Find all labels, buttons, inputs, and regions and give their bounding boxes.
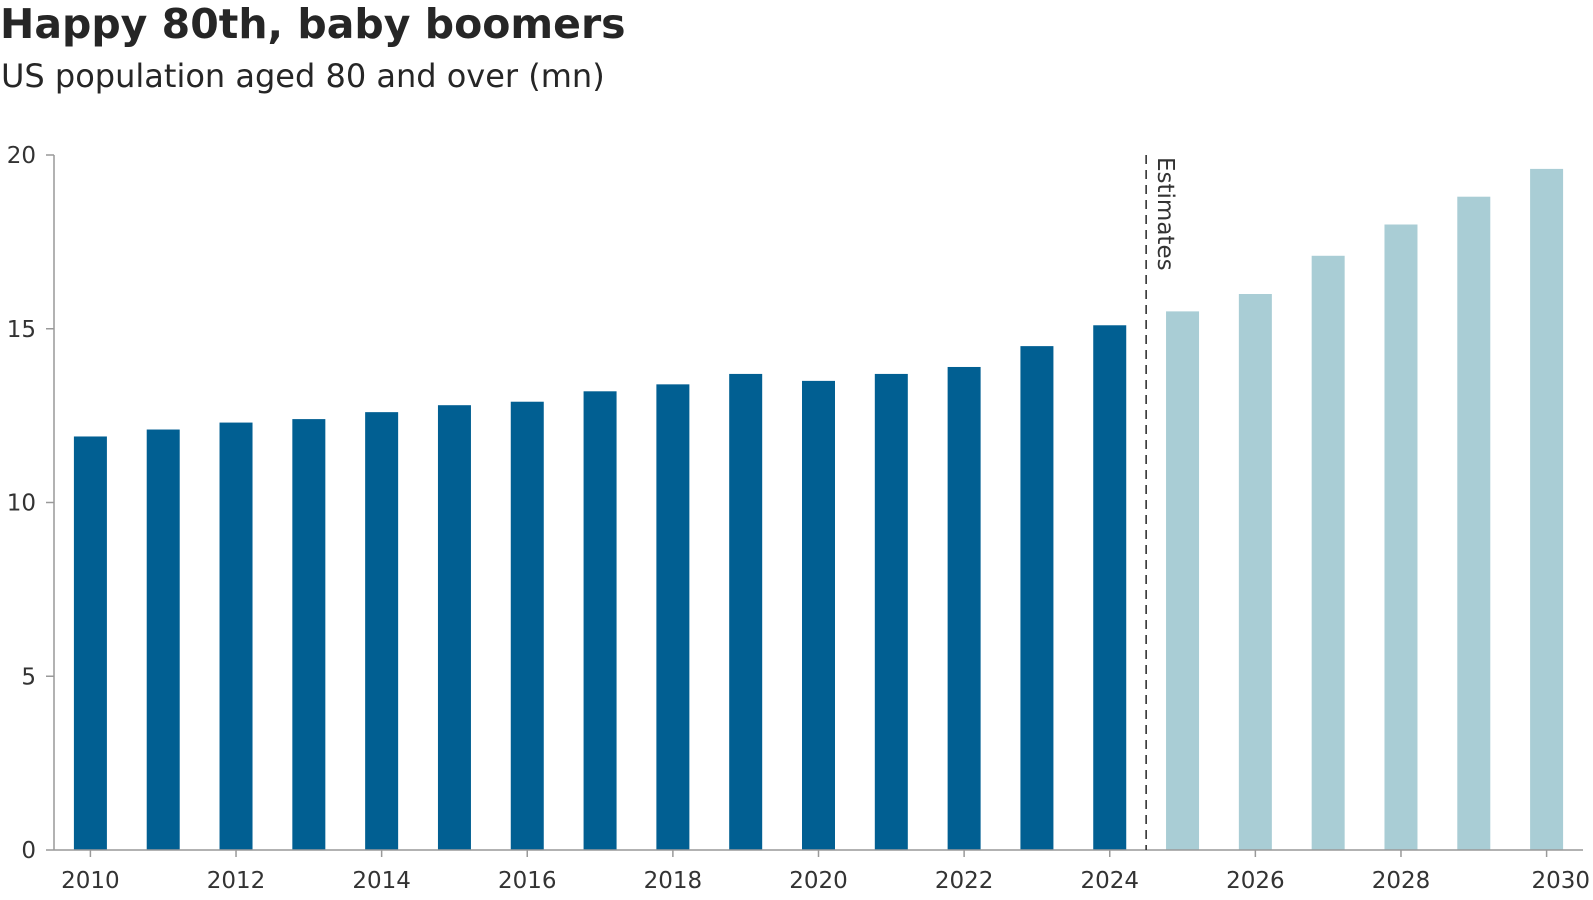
bar-estimate-2025 [1166, 311, 1200, 850]
bar-2014 [365, 412, 399, 850]
bar-2012 [219, 422, 253, 850]
y-tick-label: 5 [21, 664, 36, 690]
x-tick-label: 2026 [1226, 868, 1285, 894]
x-tick-label: 2014 [352, 868, 411, 894]
bar-2022 [947, 366, 981, 850]
bar-2021 [874, 373, 908, 850]
bar-estimate-2030 [1530, 168, 1564, 850]
y-tick-label: 20 [7, 143, 36, 169]
bar-2013 [292, 419, 326, 850]
bar-estimate-2027 [1311, 255, 1345, 850]
bar-2023 [1020, 346, 1054, 850]
x-tick-label: 2010 [61, 868, 120, 894]
x-tick-label: 2024 [1080, 868, 1139, 894]
x-tick-label: 2022 [935, 868, 994, 894]
y-tick-label: 0 [21, 838, 36, 864]
chart-subtitle: US population aged 80 and over (mn) [1, 57, 605, 95]
bar-2011 [146, 429, 180, 850]
x-tick-label: 2030 [1531, 868, 1590, 894]
bar-estimate-2029 [1457, 196, 1491, 850]
bar-estimate-2026 [1238, 294, 1272, 850]
y-tick-label: 15 [7, 317, 36, 343]
estimates-label: Estimates [1152, 157, 1178, 271]
x-axis: 2010 2012 2014 2016 2018 2020 2022 2024 2026 2028… [54, 849, 1590, 894]
bar-estimate-2028 [1384, 224, 1418, 850]
bar-2015 [437, 405, 471, 850]
x-tick-label: 2012 [207, 868, 266, 894]
x-tick-label: 2018 [644, 868, 703, 894]
bar-2024 [1093, 325, 1127, 850]
y-axis: 0 5 10 15 20 [7, 143, 55, 864]
bars [73, 168, 1564, 850]
estimates-annotation: Estimates [1145, 155, 1178, 850]
y-tick-label: 10 [7, 491, 36, 517]
bar-2017 [583, 391, 617, 850]
chart-title: Happy 80th, baby boomers [0, 0, 626, 48]
x-tick-label: 2028 [1372, 868, 1431, 894]
bar-2019 [729, 373, 763, 850]
bar-2016 [510, 401, 544, 850]
bar-2018 [656, 384, 690, 850]
bar-2020 [802, 380, 835, 850]
x-tick-label: 2016 [498, 868, 557, 894]
bar-2010 [73, 436, 107, 850]
x-tick-label: 2020 [789, 868, 848, 894]
